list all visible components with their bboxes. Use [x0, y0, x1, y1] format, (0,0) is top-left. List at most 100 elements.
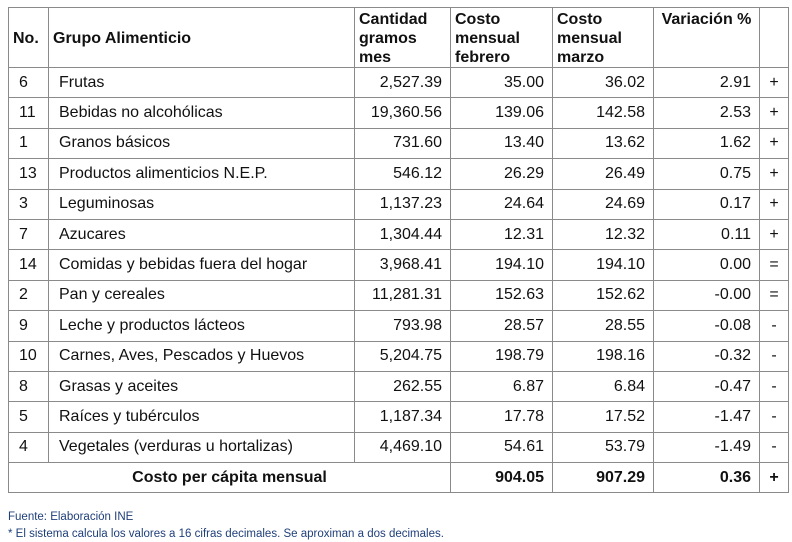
cell-febrero: 152.63 [450, 279, 553, 312]
cell-febrero: 26.29 [450, 158, 553, 190]
cell-no: 11 [8, 97, 49, 129]
total-febrero: 904.05 [450, 462, 553, 494]
table-row: 4 Vegetales (verduras u hortalizas) 4,469.… [8, 431, 789, 464]
cell-cantidad: 19,360.56 [354, 97, 451, 129]
cell-cantidad: 1,304.44 [354, 218, 451, 251]
cell-grupo: Vegetales (verduras u hortalizas) [48, 431, 355, 464]
cell-variacion: -1.49 [653, 431, 760, 464]
cell-cantidad: 1,187.34 [354, 401, 451, 433]
cell-sign: + [759, 97, 789, 129]
cell-no: 4 [8, 431, 49, 464]
cell-febrero: 28.57 [450, 310, 553, 342]
cell-grupo: Productos alimenticios N.E.P. [48, 158, 355, 190]
cell-febrero: 139.06 [450, 97, 553, 129]
cell-variacion: 0.17 [653, 188, 760, 220]
cell-variacion: -1.47 [653, 401, 760, 433]
table-row: 7 Azucares 1,304.44 12.31 12.32 0.11 + [8, 218, 789, 251]
cell-grupo: Raíces y tubérculos [48, 401, 355, 433]
cell-febrero: 6.87 [450, 370, 553, 403]
cell-cantidad: 2,527.39 [354, 66, 451, 99]
total-label: Costo per cápita mensual [8, 462, 451, 494]
cell-variacion: 2.91 [653, 66, 760, 99]
cell-sign: = [759, 249, 789, 281]
cell-no: 8 [8, 370, 49, 403]
decimal-footnote: * El sistema calcula los valores a 16 ci… [8, 528, 444, 540]
cell-no: 1 [8, 127, 49, 160]
table-row: 5 Raíces y tubérculos 1,187.34 17.78 17.52 -1… [8, 401, 789, 433]
cell-grupo: Leguminosas [48, 188, 355, 220]
cell-sign: - [759, 340, 789, 372]
cell-marzo: 152.62 [552, 279, 654, 312]
cell-cantidad: 731.60 [354, 127, 451, 160]
cell-variacion: 0.11 [653, 218, 760, 251]
header-row: No. Grupo Alimenticio Cantidad gramos me… [8, 7, 789, 68]
cell-grupo: Pan y cereales [48, 279, 355, 312]
cell-no: 14 [8, 249, 49, 281]
total-marzo: 907.29 [552, 462, 654, 494]
cell-no: 3 [8, 188, 49, 220]
source-footnote: Fuente: Elaboración INE [8, 511, 134, 523]
table-row: 14 Comidas y bebidas fuera del hogar 3,968… [8, 249, 789, 281]
cell-grupo: Carnes, Aves, Pescados y Huevos [48, 340, 355, 372]
table-row: 8 Grasas y aceites 262.55 6.87 6.84 -0.47- [8, 370, 789, 403]
cell-sign: - [759, 310, 789, 342]
header-cantidad: Cantidad gramos mes [354, 7, 451, 68]
cell-febrero: 17.78 [450, 401, 553, 433]
cell-no: 5 [8, 401, 49, 433]
cell-variacion: -0.00 [653, 279, 760, 312]
cell-marzo: 194.10 [552, 249, 654, 281]
cell-marzo: 142.58 [552, 97, 654, 129]
cell-grupo: Leche y productos lácteos [48, 310, 355, 342]
cell-variacion: -0.32 [653, 340, 760, 372]
cell-no: 2 [8, 279, 49, 312]
cell-variacion: -0.08 [653, 310, 760, 342]
cell-marzo: 28.55 [552, 310, 654, 342]
cell-no: 6 [8, 66, 49, 99]
cell-cantidad: 5,204.75 [354, 340, 451, 372]
cell-marzo: 198.16 [552, 340, 654, 372]
cell-grupo: Azucares [48, 218, 355, 251]
cell-cantidad: 793.98 [354, 310, 451, 342]
cell-febrero: 54.61 [450, 431, 553, 464]
cell-marzo: 12.32 [552, 218, 654, 251]
cell-sign: = [759, 279, 789, 312]
table-row: 13 Productos alimenticios N.E.P. 546.12 26.… [8, 158, 789, 190]
cell-cantidad: 4,469.10 [354, 431, 451, 464]
cell-marzo: 24.69 [552, 188, 654, 220]
table-row: 9 Leche y productos lácteos 793.98 28.57 28.… [8, 310, 789, 342]
cell-febrero: 12.31 [450, 218, 553, 251]
cell-febrero: 13.40 [450, 127, 553, 160]
cell-no: 10 [8, 340, 49, 372]
cell-marzo: 13.62 [552, 127, 654, 160]
cell-grupo: Grasas y aceites [48, 370, 355, 403]
cell-grupo: Granos básicos [48, 127, 355, 160]
cell-variacion: 0.75 [653, 158, 760, 190]
cell-marzo: 36.02 [552, 66, 654, 99]
table-row: 11 Bebidas no alcohólicas 19,360.56 139.06 1… [8, 97, 789, 129]
table-row: 1 Granos básicos 731.60 13.40 13.62 1.62 + [8, 127, 789, 160]
cell-sign: - [759, 401, 789, 433]
cell-cantidad: 3,968.41 [354, 249, 451, 281]
cell-sign: - [759, 370, 789, 403]
table-row: 2 Pan y cereales 11,281.31 152.63 152.62 -0.0… [8, 279, 789, 312]
cell-no: 13 [8, 158, 49, 190]
cell-no: 9 [8, 310, 49, 342]
cell-febrero: 24.64 [450, 188, 553, 220]
cell-sign: - [759, 431, 789, 464]
cell-grupo: Comidas y bebidas fuera del hogar [48, 249, 355, 281]
total-sign: + [759, 462, 789, 494]
cell-cantidad: 1,137.23 [354, 188, 451, 220]
total-variacion: 0.36 [653, 462, 760, 494]
cell-sign: + [759, 218, 789, 251]
cell-grupo: Frutas [48, 66, 355, 99]
cell-variacion: 1.62 [653, 127, 760, 160]
total-row: Costo per cápita mensual 904.05 907.29 0… [8, 462, 789, 494]
cell-sign: + [759, 188, 789, 220]
cell-sign: + [759, 158, 789, 190]
cell-cantidad: 262.55 [354, 370, 451, 403]
cell-marzo: 6.84 [552, 370, 654, 403]
cell-cantidad: 11,281.31 [354, 279, 451, 312]
header-sign [759, 7, 789, 68]
cell-marzo: 17.52 [552, 401, 654, 433]
header-no: No. [8, 7, 49, 68]
